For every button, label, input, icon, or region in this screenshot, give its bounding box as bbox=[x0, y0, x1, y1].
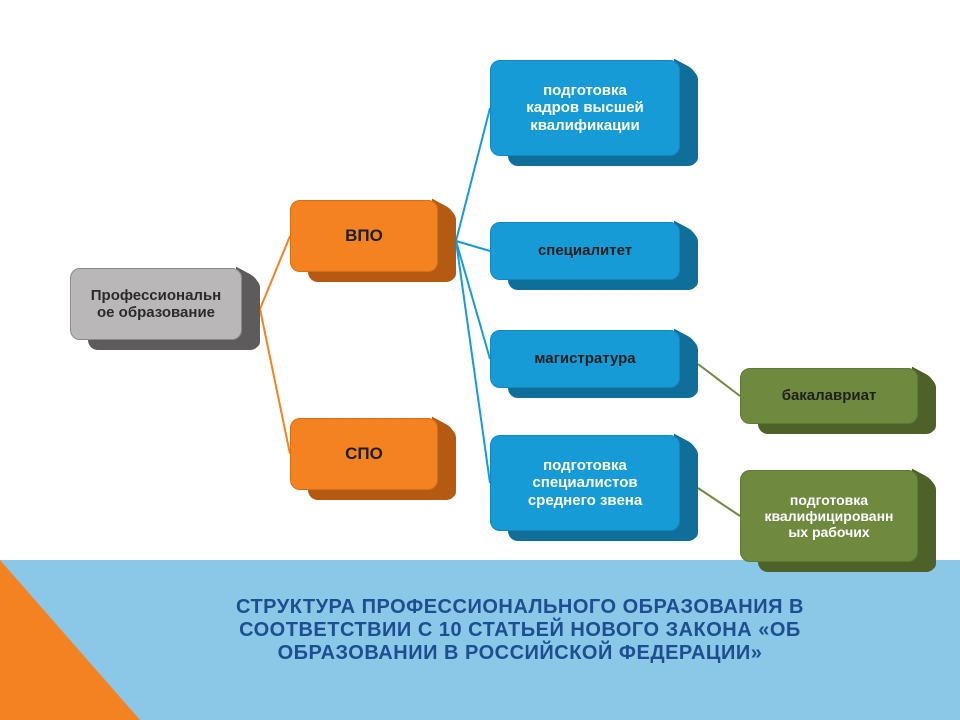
node-label: подготовка специалистов среднего звена bbox=[528, 457, 642, 509]
node-face: бакалавриат bbox=[740, 368, 918, 424]
node-face: Профессиональн ое образование bbox=[70, 268, 242, 340]
node-label: подготовка квалифицированн ых рабочих bbox=[764, 492, 893, 540]
node-n3: магистратура bbox=[490, 330, 698, 398]
node-label: Профессиональн ое образование bbox=[91, 287, 221, 322]
diagram-stage: Профессиональн ое образование ВПО СПО подго… bbox=[0, 0, 960, 720]
node-label: СПО bbox=[345, 444, 383, 464]
node-n6: подготовка квалифицированн ых рабочих bbox=[740, 470, 936, 572]
node-root: Профессиональн ое образование bbox=[70, 268, 260, 350]
node-face: подготовка квалифицированн ых рабочих bbox=[740, 470, 918, 562]
node-n5: бакалавриат bbox=[740, 368, 936, 434]
node-label: специалитет bbox=[538, 242, 632, 259]
node-n2: специалитет bbox=[490, 222, 698, 290]
node-vpo: ВПО bbox=[290, 200, 456, 282]
node-spo: СПО bbox=[290, 418, 456, 500]
node-label: бакалавриат bbox=[782, 387, 877, 404]
node-label: ВПО bbox=[345, 226, 383, 246]
node-face: ВПО bbox=[290, 200, 438, 272]
node-face: подготовка кадров высшей квалификации bbox=[490, 60, 680, 156]
node-face: специалитет bbox=[490, 222, 680, 280]
node-label: магистратура bbox=[534, 350, 635, 367]
node-n4: подготовка специалистов среднего звена bbox=[490, 435, 698, 541]
node-n1: подготовка кадров высшей квалификации bbox=[490, 60, 698, 166]
node-face: СПО bbox=[290, 418, 438, 490]
node-face: подготовка специалистов среднего звена bbox=[490, 435, 680, 531]
node-face: магистратура bbox=[490, 330, 680, 388]
node-label: подготовка кадров высшей квалификации bbox=[526, 82, 644, 134]
caption-text: СТРУКТУРА ПРОФЕССИОНАЛЬНОГО ОБРАЗОВАНИЯ … bbox=[170, 596, 870, 665]
